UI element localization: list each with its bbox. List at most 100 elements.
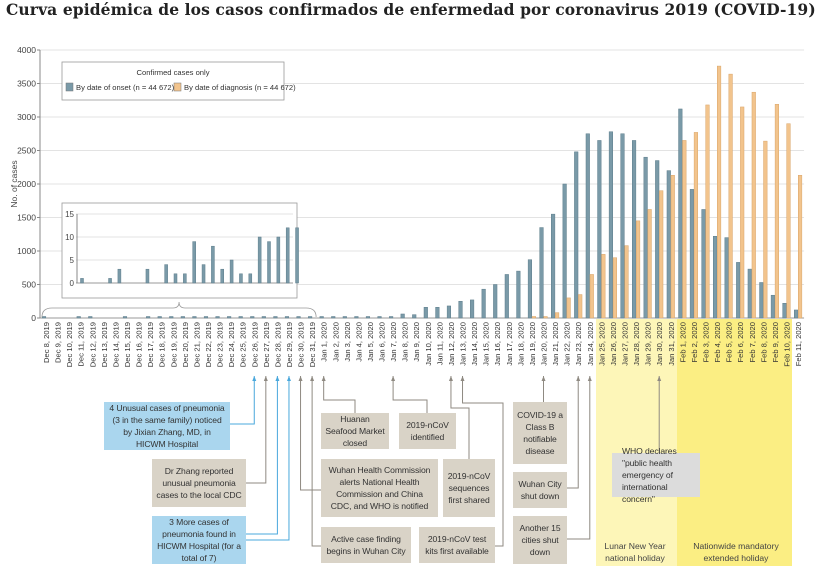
bar-onset [597, 140, 602, 319]
y-tick-label: 4000 [17, 45, 36, 55]
bar-onset [689, 189, 694, 319]
bar-diagnosis [705, 104, 710, 319]
inset-bar [220, 268, 224, 284]
x-tick-label: Jan 10, 2020 [424, 322, 433, 366]
bar-diagnosis [798, 175, 803, 319]
y-tick-label: 500 [22, 280, 36, 290]
legend-title: Confirmed cases only [136, 68, 209, 77]
x-tick-label: Jan 4, 2020 [354, 322, 363, 362]
annotation-connector [392, 376, 428, 413]
x-tick-label: Dec 31, 2019 [308, 322, 317, 367]
bar-onset [759, 282, 764, 319]
bar-onset [284, 316, 290, 319]
bar-diagnosis [682, 140, 687, 319]
inset-brace [41, 301, 317, 318]
bar-onset [574, 151, 579, 319]
x-tick-label: Jan 31, 2020 [667, 322, 676, 366]
bar-diagnosis [751, 91, 756, 319]
x-tick-label: Dec 24, 2019 [227, 322, 236, 367]
x-tick-label: Dec 23, 2019 [216, 322, 225, 367]
x-tick-label: Jan 30, 2020 [655, 322, 664, 366]
x-tick-label: Jan 8, 2020 [401, 322, 410, 362]
annotation-box: Active case finding begins in Wuhan City [321, 527, 411, 563]
band-extended-holiday [676, 319, 793, 566]
x-tick-label: Dec 25, 2019 [239, 322, 248, 367]
bar-onset [169, 316, 174, 319]
x-tick-label: Dec 20, 2019 [181, 322, 190, 367]
annotation-box: COVID-19 a Class B notifiable disease [513, 402, 567, 464]
x-tick-label: Jan 13, 2020 [459, 322, 468, 366]
x-tick-label: Feb 4, 2020 [713, 322, 722, 363]
x-tick-label: Feb 8, 2020 [759, 322, 768, 363]
inset-bar [295, 227, 299, 284]
bar-onset [527, 259, 532, 319]
bar-onset [713, 236, 718, 319]
inset-bar [229, 259, 234, 284]
bar-onset [736, 262, 741, 319]
annotation-connector [450, 376, 470, 459]
x-tick-label: Jan 22, 2020 [563, 322, 572, 366]
bar-diagnosis [566, 297, 571, 319]
x-tick-label: Dec 12, 2019 [88, 322, 97, 367]
x-tick-label: Jan 6, 2020 [378, 322, 387, 362]
bar-onset [192, 316, 197, 319]
inset-y-tick-label: 0 [70, 279, 75, 288]
bar-onset [41, 316, 47, 319]
annotation-box: 4 Unusual cases of pneumonia (3 in the s… [104, 402, 230, 450]
x-tick-label: Dec 15, 2019 [123, 322, 132, 367]
legend-box [61, 61, 285, 101]
bar-onset [342, 316, 347, 319]
arrow-icon [275, 376, 280, 381]
inset-bar [267, 241, 271, 284]
arrow-icon [587, 376, 592, 381]
band-label: Nationwide mandatory extended holiday [693, 541, 779, 563]
bar-onset [770, 294, 775, 319]
annotation-text: Active case finding begins in Wuhan City [326, 534, 406, 556]
arrow-icon [310, 376, 315, 381]
x-tick-label: Jan 9, 2020 [412, 322, 421, 362]
annotation-text: 2019-nCoV identified [406, 420, 449, 442]
x-tick-label: Jan 12, 2020 [447, 322, 456, 366]
annotation-text: COVID-19 a Class B notifiable disease [517, 410, 563, 456]
bar-onset [273, 316, 278, 319]
band-label: Lunar New Year national holiday [604, 541, 666, 563]
legend-swatch [173, 82, 182, 92]
annotation-box: 2019-nCoV identified [399, 413, 456, 449]
x-tick-label: Dec 21, 2019 [192, 322, 201, 367]
x-tick-label: Feb 3, 2020 [701, 322, 710, 363]
bar-diagnosis [670, 175, 675, 319]
annotation-text: Huanan Seafood Market closed [325, 414, 385, 448]
annotation-text: 2019-nCoV test kits first available [425, 534, 489, 556]
bar-onset [724, 237, 729, 319]
x-tick-label: Dec 10, 2019 [65, 322, 74, 367]
inset-bar [145, 268, 150, 284]
arrow-icon [657, 376, 662, 381]
bar-diagnosis [612, 257, 617, 319]
x-tick-label: Jan 18, 2020 [516, 322, 525, 366]
x-tick-label: Jan 2, 2020 [331, 322, 340, 362]
bar-onset [539, 227, 544, 319]
band-lunar-new-year [595, 319, 677, 566]
x-tick-label: Dec 19, 2019 [169, 322, 178, 367]
x-tick-label: Jan 20, 2020 [540, 322, 549, 366]
bar-onset [632, 140, 637, 319]
bar-onset [701, 209, 706, 319]
annotation-connector [246, 376, 290, 541]
y-tick-label: 0 [31, 313, 36, 323]
inset-bar [211, 245, 215, 284]
x-tick-label: Dec 16, 2019 [135, 322, 144, 367]
bar-onset [747, 268, 752, 319]
annotation-box: Another 15 cities shut down [513, 516, 567, 564]
inset-bar [248, 273, 253, 284]
bar-onset [678, 108, 683, 319]
arrow-icon [321, 376, 326, 381]
bar-onset [180, 316, 185, 319]
bar-diagnosis [693, 132, 698, 319]
bar-onset [423, 307, 428, 319]
bar-onset [308, 316, 313, 319]
bar-diagnosis [578, 294, 583, 319]
bar-diagnosis [774, 104, 779, 319]
y-tick-label: 2000 [17, 179, 36, 189]
bar-onset [400, 313, 405, 319]
bar-onset [470, 299, 475, 319]
